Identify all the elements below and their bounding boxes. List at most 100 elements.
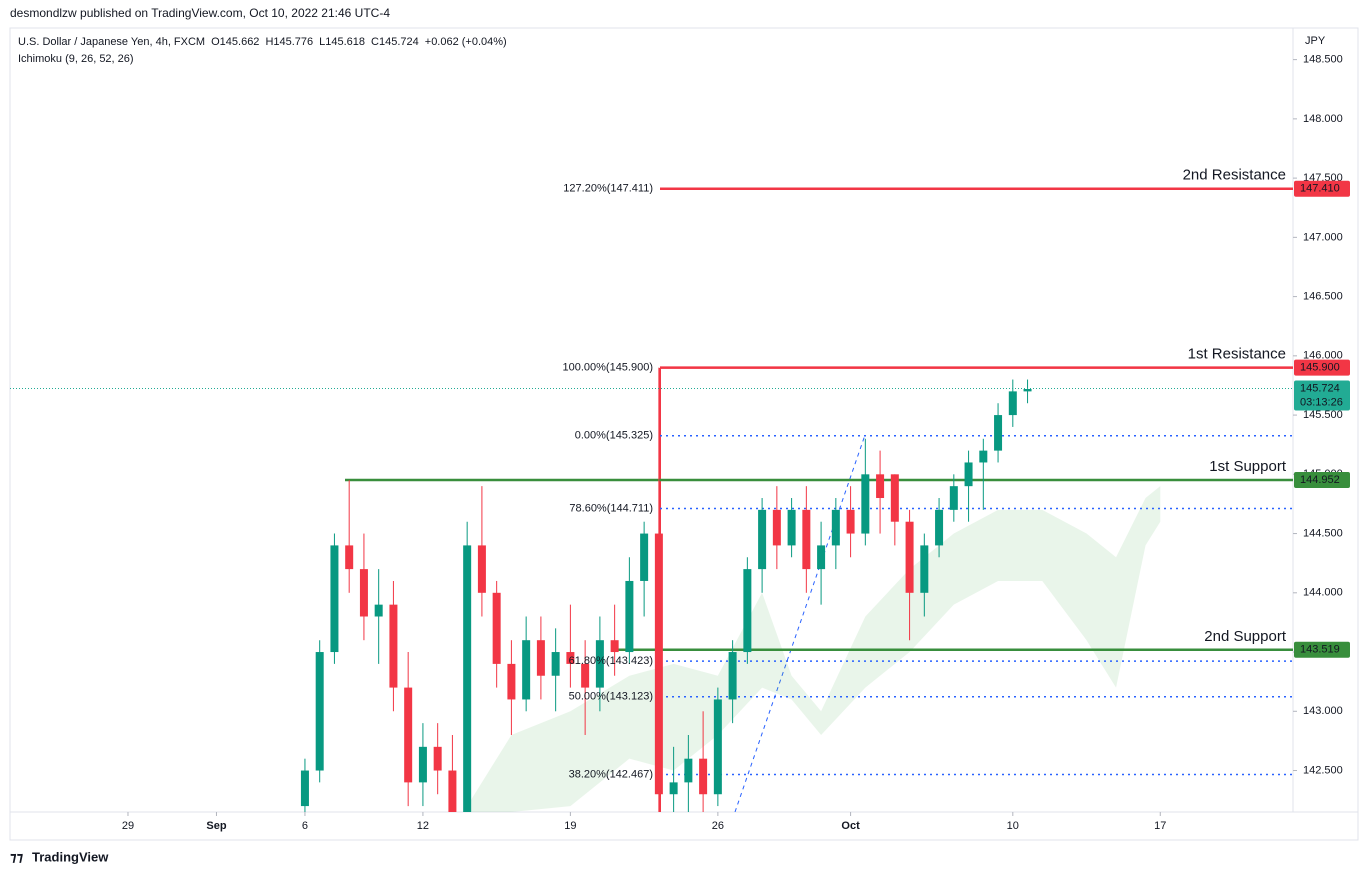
ohlc-value: C145.724 xyxy=(371,36,419,48)
candle-body xyxy=(507,663,516,700)
candle-body xyxy=(787,509,796,546)
candle-body xyxy=(595,640,604,688)
candle-body xyxy=(979,450,988,463)
ohlc-value: +0.062 (+0.04%) xyxy=(425,36,507,48)
x-tick-label: 6 xyxy=(302,820,308,832)
y-tick-label: 142.500 xyxy=(1303,764,1343,776)
candle-body xyxy=(566,652,575,664)
candle-body xyxy=(610,640,619,653)
fib-label: 127.20%(147.411) xyxy=(563,183,653,195)
candle-body xyxy=(669,782,678,795)
currency-label: JPY xyxy=(1305,35,1326,47)
y-tick-label: 147.000 xyxy=(1303,231,1343,243)
price-tag xyxy=(1294,472,1350,489)
x-tick-label: 17 xyxy=(1154,820,1166,832)
candle-body xyxy=(404,687,413,783)
y-tick-label: 144.000 xyxy=(1303,587,1343,599)
candle-body xyxy=(522,640,531,700)
candle-body xyxy=(876,474,885,499)
candle-body xyxy=(551,652,560,676)
candle-body xyxy=(713,699,722,795)
y-tick-label: 146.000 xyxy=(1303,350,1343,362)
y-tick-label: 143.000 xyxy=(1303,705,1343,717)
last-price-label: 145.724 xyxy=(1300,382,1340,394)
bar-countdown: 03:13:26 xyxy=(1300,396,1343,408)
price-tag-label: 147.410 xyxy=(1300,183,1340,195)
candle-body xyxy=(743,569,752,653)
candle-body xyxy=(359,569,368,617)
candle-body xyxy=(640,533,649,581)
candle-body xyxy=(300,770,309,807)
level-name: 1st Support xyxy=(1209,458,1287,475)
candle-body xyxy=(448,770,457,812)
x-tick-label: 12 xyxy=(417,820,429,832)
candle-body xyxy=(728,652,737,700)
symbol-title: U.S. Dollar / Japanese Yen, 4h, FXCM xyxy=(18,36,205,48)
chart-frame xyxy=(9,27,1359,841)
level-name: 2nd Support xyxy=(1204,628,1287,645)
candle-body xyxy=(625,580,634,653)
level-name: 1st Resistance xyxy=(1188,346,1286,363)
candle-body xyxy=(817,545,826,570)
candle-body xyxy=(964,462,973,487)
candle-body xyxy=(433,746,442,771)
brand-logo: ⁊⁊ xyxy=(10,849,24,864)
y-tick-label: 146.500 xyxy=(1303,290,1343,302)
candle-body xyxy=(492,592,501,664)
published-note: desmondlzw published on TradingView.com,… xyxy=(10,6,390,20)
x-tick-label: 10 xyxy=(1007,820,1019,832)
fib-label: 61.80%(143.423) xyxy=(569,655,653,667)
brand: TradingView xyxy=(32,849,109,864)
candle-body xyxy=(536,640,545,676)
plot xyxy=(300,187,1293,812)
x-tick-label: Sep xyxy=(206,820,226,832)
trend-line xyxy=(734,434,866,812)
candle-body xyxy=(699,758,708,795)
candle-body xyxy=(905,521,914,593)
price-tag xyxy=(1294,180,1350,197)
candle-body xyxy=(374,604,383,617)
candle-body xyxy=(935,509,944,546)
candle-body xyxy=(684,758,693,783)
x-tick-label: 19 xyxy=(564,820,576,832)
candle-body xyxy=(846,509,855,534)
fib-label: 0.00%(145.325) xyxy=(575,430,653,442)
candle-body xyxy=(418,746,427,783)
candle-body xyxy=(581,663,590,688)
price-tag-label: 145.900 xyxy=(1300,362,1340,374)
x-tick-label: 26 xyxy=(712,820,724,832)
y-tick-label: 145.500 xyxy=(1303,409,1343,421)
y-tick-label: 148.500 xyxy=(1303,54,1343,66)
candle-body xyxy=(477,545,486,593)
level-name: 2nd Resistance xyxy=(1183,167,1286,184)
price-tag xyxy=(1294,641,1350,658)
x-tick-label: Oct xyxy=(841,820,860,832)
fib-label: 78.60%(144.711) xyxy=(569,502,653,514)
price-tag-label: 144.952 xyxy=(1300,474,1340,486)
candle-body xyxy=(802,509,811,570)
candle-body xyxy=(949,486,958,510)
candle-body xyxy=(654,533,663,795)
candle-body xyxy=(1008,391,1017,416)
candle-body xyxy=(994,415,1003,451)
fib-label: 50.00%(143.123) xyxy=(569,691,653,703)
ohlc-value: L145.618 xyxy=(319,36,365,48)
ichimoku-cloud xyxy=(467,486,1161,812)
candle-body xyxy=(345,545,354,570)
price-tag-label: 143.519 xyxy=(1300,644,1340,656)
candle-body xyxy=(920,545,929,593)
candle-body xyxy=(861,474,870,534)
price-tag xyxy=(1294,359,1350,376)
candle-body xyxy=(831,509,840,546)
candle-body xyxy=(389,604,398,688)
candle-body xyxy=(772,509,781,546)
fib-label: 100.00%(145.900) xyxy=(562,362,653,374)
y-tick-label: 148.000 xyxy=(1303,113,1343,125)
x-tick-label: 29 xyxy=(122,820,134,832)
candle-body xyxy=(1023,389,1032,392)
ohlc-value: H145.776 xyxy=(265,36,313,48)
y-tick-label: 144.500 xyxy=(1303,527,1343,539)
candle-body xyxy=(330,545,339,653)
candle-body xyxy=(463,545,472,812)
